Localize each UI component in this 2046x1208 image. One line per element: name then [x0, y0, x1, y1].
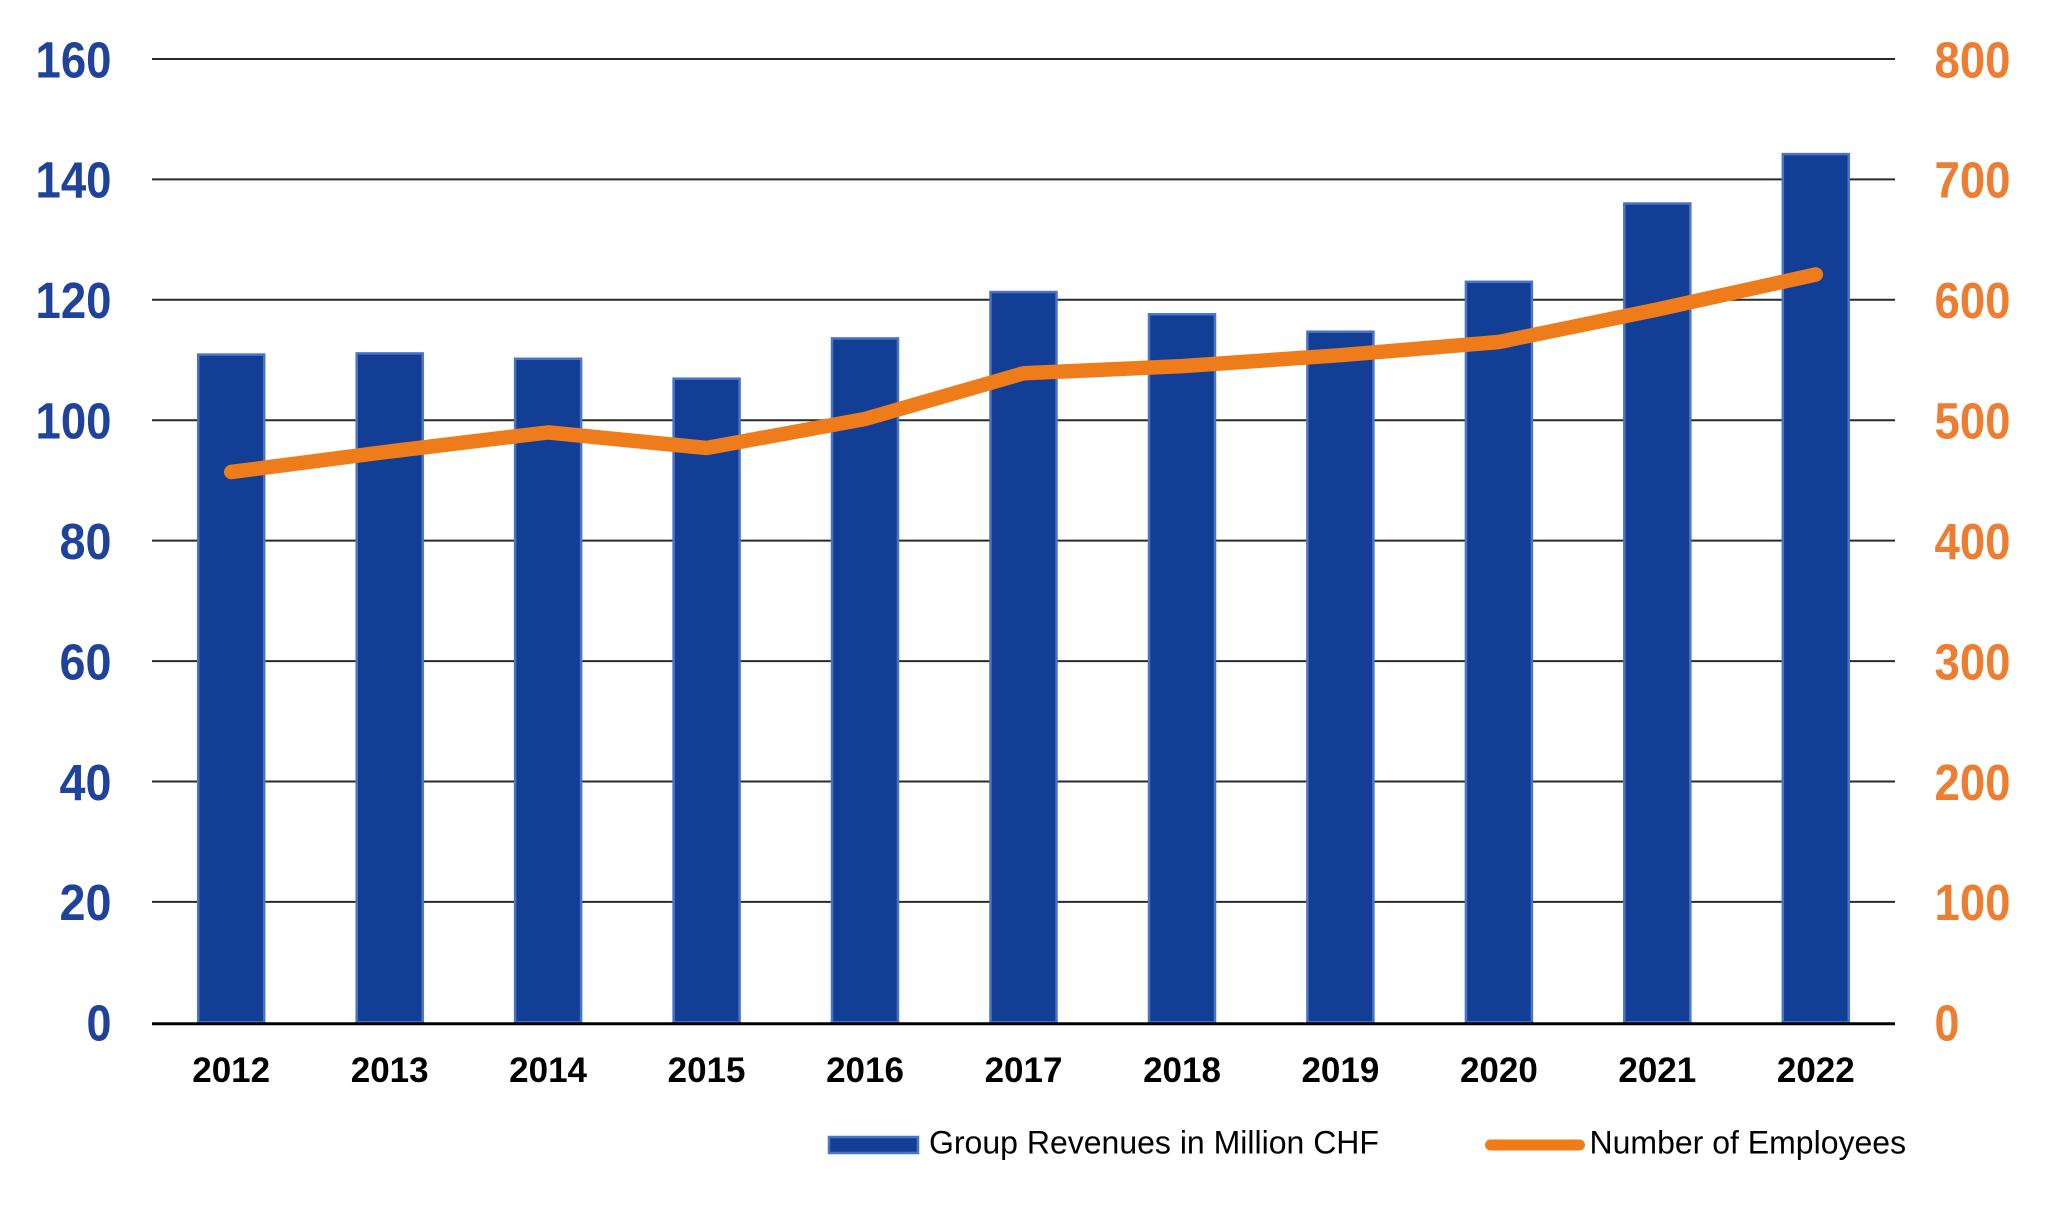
svg-text:2022: 2022	[1777, 1051, 1855, 1090]
svg-text:160: 160	[36, 31, 112, 88]
svg-text:2016: 2016	[826, 1051, 904, 1090]
svg-text:140: 140	[36, 152, 112, 209]
svg-text:2017: 2017	[985, 1051, 1063, 1090]
svg-text:40: 40	[60, 754, 112, 811]
svg-text:2012: 2012	[192, 1051, 270, 1090]
svg-text:Number of Employees: Number of Employees	[1590, 1125, 1907, 1161]
svg-text:2020: 2020	[1460, 1051, 1538, 1090]
svg-text:300: 300	[1935, 633, 2011, 690]
svg-text:100: 100	[1935, 874, 2011, 931]
svg-text:2019: 2019	[1301, 1051, 1379, 1090]
svg-text:200: 200	[1935, 754, 2011, 811]
svg-text:2013: 2013	[351, 1051, 429, 1090]
svg-text:60: 60	[60, 633, 112, 690]
svg-text:600: 600	[1935, 272, 2011, 329]
svg-text:120: 120	[36, 272, 112, 329]
svg-text:Group Revenues in Million CHF: Group Revenues in Million CHF	[929, 1125, 1379, 1161]
svg-text:0: 0	[87, 995, 112, 1052]
svg-text:700: 700	[1935, 152, 2011, 209]
svg-text:100: 100	[36, 393, 112, 450]
svg-text:400: 400	[1935, 513, 2011, 570]
svg-text:80: 80	[60, 513, 112, 570]
svg-text:2021: 2021	[1618, 1051, 1696, 1090]
svg-text:0: 0	[1935, 995, 1960, 1052]
svg-text:20: 20	[60, 874, 112, 931]
svg-text:2014: 2014	[509, 1051, 587, 1090]
svg-text:500: 500	[1935, 393, 2011, 450]
svg-text:800: 800	[1935, 31, 2011, 88]
svg-text:2018: 2018	[1143, 1051, 1221, 1090]
svg-text:2015: 2015	[668, 1051, 746, 1090]
